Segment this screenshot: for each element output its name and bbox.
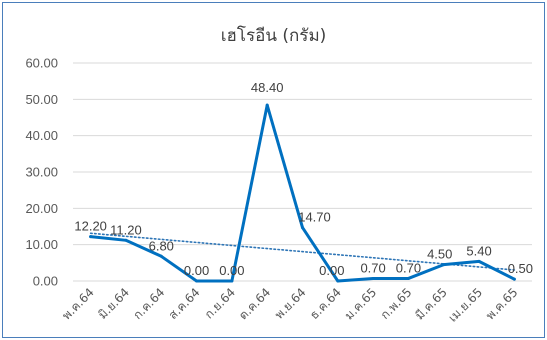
x-tick-label: ต.ค.64 [236,285,273,322]
x-tick-label: มิ.ย.64 [95,285,132,322]
y-tick-label: 60.00 [25,56,58,71]
data-point [406,276,410,280]
data-point [230,279,234,283]
data-point [442,263,446,267]
chart-title: เฮโรอีน (กรัม) [220,26,327,46]
y-tick-label: 10.00 [25,237,58,252]
data-label: 0.50 [508,261,533,276]
data-label: 48.40 [251,80,284,95]
data-label: 0.70 [396,260,421,275]
x-tick-label: พ.ย.64 [272,285,309,322]
data-label: 12.20 [74,219,107,234]
data-point [477,259,481,263]
x-tick-label: ก.ย.64 [202,285,238,321]
y-tick-label: 40.00 [25,128,58,143]
data-point [89,235,93,239]
data-point [124,238,128,242]
trendline [89,232,516,271]
data-point [512,277,516,281]
x-tick-label: เม.ย.65 [446,285,486,325]
data-point [195,279,199,283]
x-tick-label: พ.ค.65 [483,285,520,322]
data-label: 4.50 [427,247,452,262]
x-tick-label: ก.ค.64 [130,285,167,322]
data-label: 0.00 [184,263,209,278]
y-tick-label: 30.00 [25,165,58,180]
data-point [301,226,304,230]
data-label: 14.70 [298,210,331,225]
data-point [336,279,340,283]
data-label: 11.20 [110,222,142,237]
data-label: 5.40 [466,243,491,258]
data-point [371,276,375,280]
x-tick-label: พ.ค.64 [59,285,96,322]
data-point [265,103,269,107]
x-tick-label: ก.พ.65 [378,285,415,322]
data-label: 6.80 [149,238,174,253]
x-tick-label: ส.ค.64 [166,285,203,322]
x-tick-label: ม.ค.65 [342,285,379,322]
data-label: 0.00 [319,263,344,278]
x-tick-label: มี.ค.65 [412,285,449,322]
x-tick-label: ธ.ค.64 [307,285,344,322]
y-tick-label: 50.00 [25,92,58,107]
data-point [159,254,163,258]
y-tick-label: 20.00 [25,201,58,216]
y-tick-label: 0.00 [33,274,58,289]
data-label: 0.70 [360,260,385,275]
data-label: 0.00 [219,263,244,278]
